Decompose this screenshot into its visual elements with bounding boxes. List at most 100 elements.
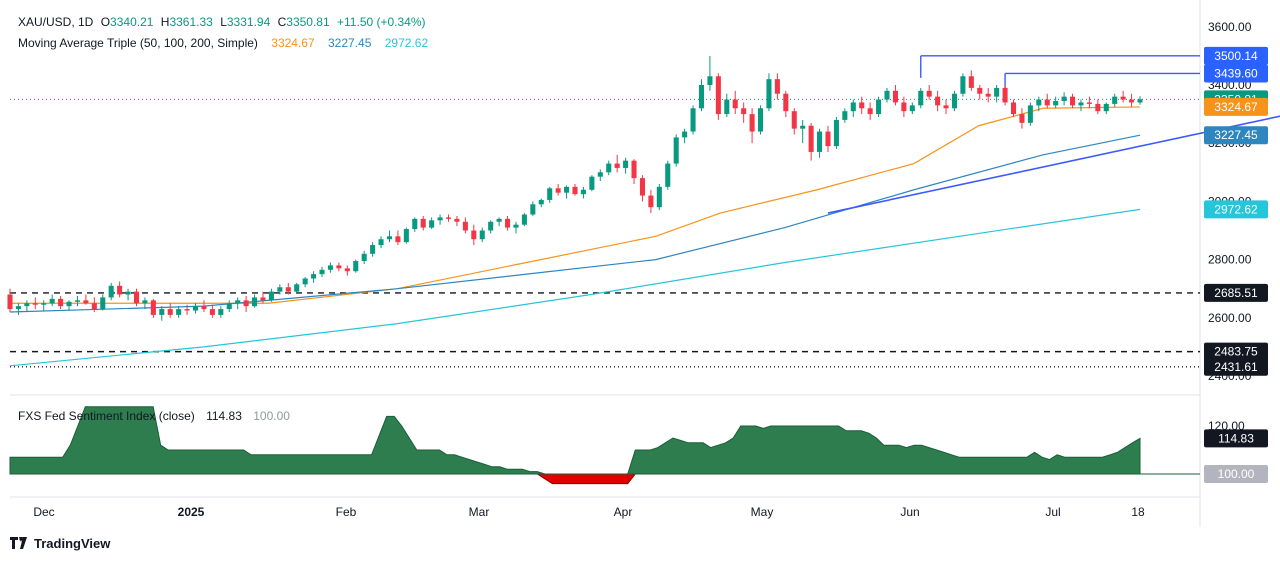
candle-body (665, 163, 671, 187)
price-label: 2972.62 (1214, 202, 1258, 216)
candle-body (876, 99, 882, 115)
chart-header: XAU/USD, 1D O3340.21 H3361.33 L3331.94 C… (18, 15, 430, 29)
candlesticks (7, 55, 1143, 321)
candle-body (488, 221, 494, 231)
x-tick-label: 18 (1131, 505, 1145, 519)
candle-body (994, 87, 1000, 97)
candle-body (682, 131, 688, 138)
candle-body (209, 309, 215, 315)
x-tick-label: Feb (336, 505, 357, 519)
candle-body (547, 188, 553, 200)
candle-body (302, 278, 308, 285)
candle-body (774, 79, 780, 94)
ma100-value: 3227.45 (328, 36, 372, 50)
candle-body (656, 186, 662, 208)
candle-body (201, 306, 207, 310)
candle-body (1010, 102, 1017, 115)
candle-body (496, 218, 502, 222)
candle-body (943, 105, 949, 109)
change-value: +11.50 (+0.34%) (337, 15, 426, 29)
open-value: 3340.21 (110, 15, 154, 29)
high-value: 3361.33 (169, 15, 213, 29)
candle-body (951, 93, 958, 109)
candle-body (842, 111, 848, 120)
candle-body (32, 303, 38, 305)
candle-body (370, 245, 376, 254)
candle-body (252, 297, 258, 307)
low-label: L (220, 15, 227, 29)
candle-body (336, 265, 342, 269)
tradingview-logo-icon (10, 537, 30, 552)
candle-body (125, 291, 131, 295)
candle-body (530, 204, 536, 215)
candle-body (1002, 87, 1008, 103)
candle-body (1103, 103, 1109, 112)
price-label-box (1204, 97, 1268, 116)
candle-body (243, 300, 249, 307)
ma-title[interactable]: Moving Average Triple (50, 100, 200, Sim… (18, 36, 258, 50)
candle-body (117, 285, 123, 295)
x-tick-label: May (751, 505, 774, 519)
candle-body (58, 298, 64, 307)
indicator-label-box (1204, 429, 1268, 448)
candle-body (901, 102, 907, 112)
candle-body (968, 76, 974, 88)
candle-body (1112, 96, 1118, 104)
candle-body (884, 90, 890, 100)
price-label: 2685.51 (1214, 286, 1258, 300)
candle-body (412, 218, 418, 230)
candle-body (353, 261, 359, 272)
price-label-box (1204, 342, 1268, 361)
candle-body (817, 131, 823, 152)
candle-body (505, 218, 511, 228)
price-chart[interactable]: 3600.003400.003200.003000.002800.002600.… (0, 0, 1280, 530)
indicator-base: 100.00 (253, 409, 290, 423)
candle-body (49, 298, 55, 304)
candle-body (361, 253, 367, 262)
tradingview-brand[interactable]: TradingView (10, 536, 110, 552)
candle-body (977, 87, 983, 94)
price-label-box (1204, 283, 1268, 302)
candle-body (623, 160, 629, 168)
indicator-label-box (1204, 465, 1268, 483)
candle-body (7, 294, 13, 310)
gridlines (10, 0, 1201, 527)
candle-body (218, 309, 224, 315)
high-label: H (160, 15, 170, 29)
candle-body (311, 274, 317, 279)
candle-body (454, 218, 460, 222)
candle-body (285, 287, 291, 292)
indicator-title[interactable]: FXS Fed Sentiment Index (close) (18, 409, 195, 423)
candle-body (1053, 101, 1059, 106)
candle-body (91, 303, 97, 310)
candle-body (935, 96, 941, 106)
candle-body (462, 221, 468, 231)
price-label-box (1204, 46, 1268, 65)
time-axis: Dec 2025 Feb Mar Apr May Jun Jul 18 (33, 505, 1145, 519)
indicator-value: 114.83 (206, 409, 242, 423)
candle-body (378, 239, 384, 246)
candle-body (589, 176, 595, 190)
candle-body (327, 265, 333, 270)
candle-body (867, 108, 873, 115)
candle-body (133, 291, 140, 304)
x-tick-label: Jul (1045, 505, 1060, 519)
price-label-box (1204, 357, 1268, 376)
candle-body (1044, 99, 1050, 106)
candle-body (167, 309, 173, 315)
candle-body (926, 90, 932, 97)
trendline (827, 115, 1280, 214)
x-tick-label: Jun (900, 505, 919, 519)
candle-body (833, 119, 839, 147)
candle-body (176, 309, 182, 315)
symbol[interactable]: XAU/USD, 1D (18, 15, 94, 29)
candle-body (892, 90, 898, 103)
candle-body (791, 111, 797, 129)
x-tick-label: Dec (33, 505, 54, 519)
candle-body (648, 195, 654, 208)
candle-body (159, 309, 165, 315)
low-value: 3331.94 (226, 15, 271, 29)
candle-body (766, 79, 772, 109)
candle-body (1129, 99, 1135, 103)
moving-averages (9, 106, 1141, 367)
